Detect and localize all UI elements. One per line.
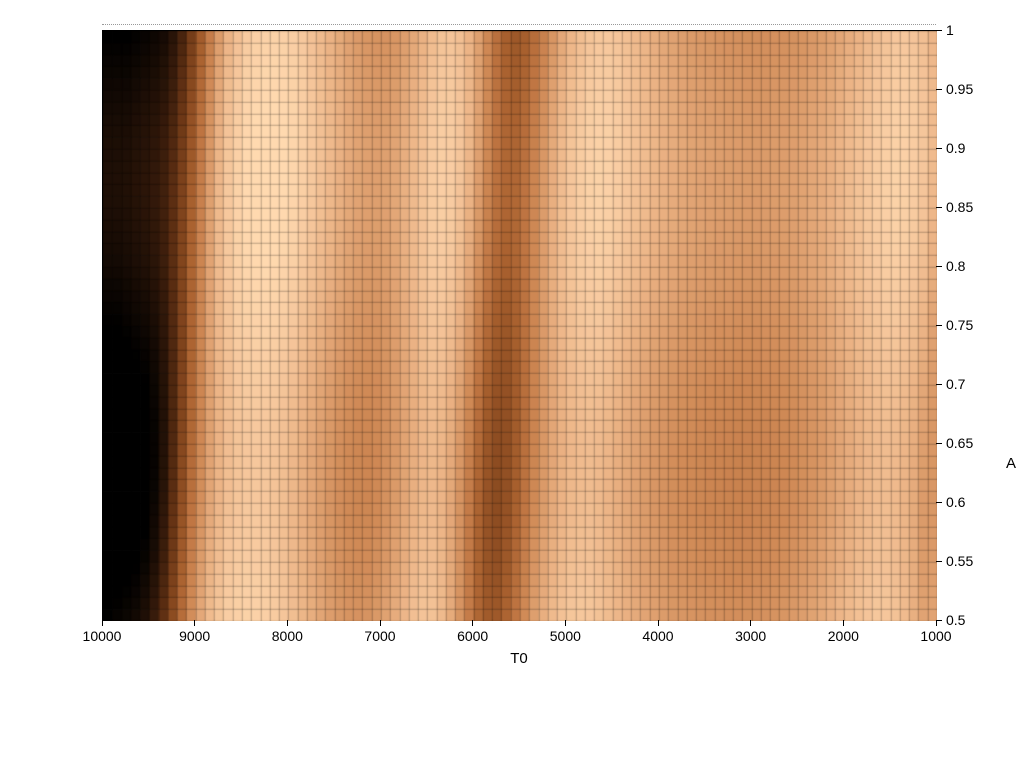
y-tick-mark	[936, 561, 942, 562]
y-tick-label: 0.65	[946, 435, 973, 451]
x-tick-mark	[565, 620, 566, 626]
y-tick-mark	[936, 266, 942, 267]
chart-container: 10000 9000 8000 7000 6000 5000 4000 3000 2000 100…	[0, 0, 1024, 768]
x-tick-mark	[102, 620, 103, 626]
y-tick-label: 0.55	[946, 553, 973, 569]
x-tick-mark	[750, 620, 751, 626]
y-tick-mark	[936, 30, 942, 31]
x-tick-mark	[843, 620, 844, 626]
y-tick-mark	[936, 89, 942, 90]
x-tick-label: 2000	[828, 628, 859, 644]
y-tick-mark	[936, 443, 942, 444]
x-tick-mark	[194, 620, 195, 626]
heatmap-plot-area	[102, 30, 936, 620]
y-tick-label: 0.9	[946, 140, 965, 156]
x-tick-mark	[472, 620, 473, 626]
y-tick-label: 0.5	[946, 612, 965, 628]
x-tick-mark	[658, 620, 659, 626]
x-tick-label: 1000	[920, 628, 951, 644]
x-tick-label: 7000	[364, 628, 395, 644]
y-tick-mark	[936, 325, 942, 326]
x-tick-mark	[287, 620, 288, 626]
x-tick-label: 5000	[550, 628, 581, 644]
y-tick-mark	[936, 207, 942, 208]
y-tick-label: 0.7	[946, 376, 965, 392]
y-tick-mark	[936, 148, 942, 149]
y-tick-label: 0.8	[946, 258, 965, 274]
x-tick-label: 3000	[735, 628, 766, 644]
y-axis-label: A	[1006, 455, 1016, 472]
y-tick-label: 0.75	[946, 317, 973, 333]
heatmap-canvas	[103, 31, 937, 621]
x-tick-label: 8000	[272, 628, 303, 644]
x-tick-mark	[380, 620, 381, 626]
x-tick-label: 6000	[457, 628, 488, 644]
y-tick-label: 0.95	[946, 81, 973, 97]
y-tick-label: 0.6	[946, 494, 965, 510]
y-tick-mark	[936, 384, 942, 385]
x-tick-label: 9000	[179, 628, 210, 644]
x-axis-label: T0	[510, 650, 528, 667]
x-tick-label: 10000	[83, 628, 122, 644]
top-dotted-rule	[102, 24, 936, 25]
y-tick-mark	[936, 502, 942, 503]
x-tick-label: 4000	[642, 628, 673, 644]
x-tick-mark	[936, 620, 937, 626]
y-tick-mark	[936, 620, 942, 621]
y-tick-label: 0.85	[946, 199, 973, 215]
y-tick-label: 1	[946, 22, 954, 38]
